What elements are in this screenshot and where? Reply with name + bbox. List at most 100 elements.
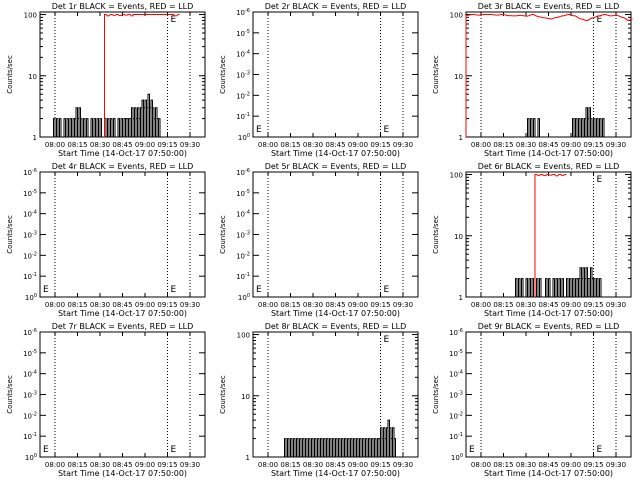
x-axis-label: Start Time (14-Oct-17 07:50:00) <box>484 309 613 318</box>
y-tick-label: 10-1 <box>23 432 37 441</box>
x-tick-label: 08:30 <box>90 301 110 309</box>
x-tick-label: 08:15 <box>67 461 87 469</box>
x-tick-label: 08:30 <box>516 461 536 469</box>
x-tick-label: 08:45 <box>538 461 558 469</box>
y-tick-label: 10-3 <box>23 231 37 240</box>
x-tick-label: 09:30 <box>180 461 200 469</box>
plot-frame <box>39 171 206 298</box>
panel-det-8: Det 8r BLACK = Events, RED = LLD Counts/s… <box>219 322 419 478</box>
x-tick-label: 08:15 <box>67 141 87 149</box>
y-tick-label: 10-2 <box>236 91 250 100</box>
x-tick-label: 08:45 <box>112 141 132 149</box>
x-tick-label: 09:00 <box>561 301 581 309</box>
x-tick-label: 08:00 <box>471 141 491 149</box>
x-tick-label: 08:00 <box>45 461 65 469</box>
x-axis-label: Start Time (14-Oct-17 07:50:00) <box>58 149 187 158</box>
y-tick-label: 100 <box>25 293 37 302</box>
y-tick-label: 10 <box>241 393 250 401</box>
event-marker-label: E <box>171 445 177 455</box>
y-tick-label: 10-4 <box>236 50 250 59</box>
y-tick-label: 10-2 <box>449 411 463 420</box>
x-tick-label: 09:30 <box>393 301 413 309</box>
series-events <box>526 107 607 138</box>
plot-frame <box>39 331 206 458</box>
y-tick-label: 1 <box>33 134 37 142</box>
panel-title: Det 7r BLACK = Events, RED = LLD <box>52 322 194 331</box>
x-tick-label: 08:30 <box>303 301 323 309</box>
y-tick-label: 10 <box>454 73 463 81</box>
y-axis-label: Counts/sec <box>6 375 14 414</box>
y-tick-label: 10 <box>28 73 37 81</box>
panel-title: Det 3r BLACK = Events, RED = LLD <box>478 2 620 11</box>
event-marker-label-left: E <box>43 285 49 295</box>
y-tick-label: 10-3 <box>236 71 250 80</box>
panel-det-4: Det 4r BLACK = Events, RED = LLD Counts/s… <box>6 162 206 318</box>
y-tick-label: 1 <box>459 294 463 302</box>
panel-det-7: Det 7r BLACK = Events, RED = LLD Counts/s… <box>6 322 206 478</box>
y-tick-label: 100 <box>450 172 463 180</box>
series-events <box>52 93 162 138</box>
y-tick-label: 10-3 <box>449 391 463 400</box>
x-tick-label: 08:30 <box>90 141 110 149</box>
event-marker-label: E <box>171 285 177 295</box>
x-tick-label: 09:30 <box>606 461 626 469</box>
x-tick-label: 08:00 <box>45 301 65 309</box>
x-tick-label: 09:30 <box>180 301 200 309</box>
y-tick-label: 10-5 <box>23 189 37 198</box>
y-tick-label: 10-4 <box>23 370 37 379</box>
x-tick-label: 08:15 <box>280 301 300 309</box>
event-marker-label: E <box>597 175 603 185</box>
x-tick-label: 09:15 <box>157 141 177 149</box>
y-tick-label: 10-1 <box>236 112 250 121</box>
series-events <box>514 267 606 298</box>
y-tick-label: 10-6 <box>236 168 250 177</box>
y-tick-label: 100 <box>451 453 463 462</box>
y-tick-label: 10-4 <box>236 210 250 219</box>
x-tick-label: 08:00 <box>471 461 491 469</box>
x-tick-label: 09:00 <box>561 461 581 469</box>
event-marker-label: E <box>384 335 390 345</box>
x-tick-label: 09:00 <box>135 461 155 469</box>
y-axis-label: Counts/sec <box>432 55 440 94</box>
x-tick-label: 09:00 <box>135 301 155 309</box>
event-marker-label-left: E <box>256 125 262 135</box>
x-tick-label: 08:45 <box>112 301 132 309</box>
x-tick-label: 09:15 <box>157 301 177 309</box>
y-axis-label: Counts/sec <box>219 215 227 254</box>
x-tick-label: 08:00 <box>258 301 278 309</box>
x-tick-label: 09:15 <box>370 141 390 149</box>
y-axis-label: Counts/sec <box>219 55 227 94</box>
y-tick-label: 10-6 <box>449 328 463 337</box>
y-tick-label: 10-1 <box>23 272 37 281</box>
plot-frame <box>252 11 419 138</box>
y-tick-label: 10-5 <box>236 189 250 198</box>
y-tick-label: 1 <box>459 134 463 142</box>
x-tick-label: 08:30 <box>516 301 536 309</box>
x-axis-label: Start Time (14-Oct-17 07:50:00) <box>58 469 187 478</box>
event-marker-label: E <box>384 125 390 135</box>
y-tick-label: 10-5 <box>449 349 463 358</box>
y-tick-label: 10-2 <box>23 411 37 420</box>
x-axis-label: Start Time (14-Oct-17 07:50:00) <box>484 469 613 478</box>
x-tick-label: 08:00 <box>258 141 278 149</box>
x-tick-label: 08:45 <box>325 301 345 309</box>
x-tick-label: 09:00 <box>561 141 581 149</box>
x-axis-label: Start Time (14-Oct-17 07:50:00) <box>484 149 613 158</box>
panel-det-2: Det 2r BLACK = Events, RED = LLD Counts/s… <box>219 2 419 158</box>
x-tick-label: 08:15 <box>280 461 300 469</box>
y-axis-label: Counts/sec <box>6 215 14 254</box>
panel-det-6: Det 6r BLACK = Events, RED = LLD Counts/s… <box>432 162 632 318</box>
panel-title: Det 6r BLACK = Events, RED = LLD <box>478 162 620 171</box>
x-tick-label: 08:30 <box>303 461 323 469</box>
panel-title: Det 8r BLACK = Events, RED = LLD <box>265 322 407 331</box>
x-tick-label: 08:45 <box>538 141 558 149</box>
event-marker-label-left: E <box>43 445 49 455</box>
y-axis-label: Counts/sec <box>432 375 440 414</box>
event-marker-label: E <box>597 445 603 455</box>
y-tick-label: 10-4 <box>449 370 463 379</box>
event-marker-label: E <box>597 15 603 25</box>
x-tick-label: 08:30 <box>90 461 110 469</box>
panel-title: Det 5r BLACK = Events, RED = LLD <box>265 162 407 171</box>
x-tick-label: 09:15 <box>157 461 177 469</box>
